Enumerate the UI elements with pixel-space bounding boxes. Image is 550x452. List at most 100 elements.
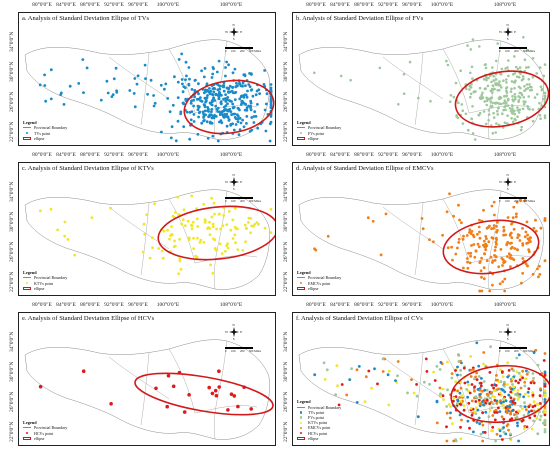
- sample-point: [435, 400, 439, 404]
- sample-point: [476, 388, 480, 391]
- sample-point: [528, 236, 532, 240]
- sample-point: [462, 266, 465, 270]
- sample-point: [452, 396, 456, 400]
- sample-point: [536, 363, 540, 367]
- sample-point: [173, 244, 177, 248]
- sample-point: [178, 259, 182, 263]
- sample-point: [522, 427, 526, 431]
- sample-point: [507, 369, 511, 372]
- sample-point: [530, 427, 534, 431]
- sample-point: [493, 213, 496, 217]
- sample-point: [467, 128, 470, 132]
- sample-point: [511, 402, 514, 406]
- provincial-boundary-line: [382, 206, 444, 250]
- sample-point: [197, 106, 201, 109]
- sample-point: [179, 267, 183, 271]
- sample-point: [460, 103, 464, 106]
- sample-point: [229, 392, 234, 396]
- sample-point: [200, 69, 204, 73]
- sample-point: [429, 99, 432, 103]
- scale-label: 100: [504, 199, 510, 203]
- sample-point: [229, 110, 233, 114]
- sample-point: [490, 204, 494, 208]
- sample-point: [363, 400, 367, 403]
- provincial-boundary-line: [168, 198, 196, 264]
- sample-point: [150, 236, 154, 239]
- sample-point: [367, 369, 371, 373]
- sample-point: [538, 394, 542, 398]
- sample-point: [250, 116, 254, 119]
- sample-point: [478, 260, 482, 263]
- sample-point: [501, 438, 504, 441]
- sample-point: [181, 90, 185, 94]
- scale-label: 0: [499, 349, 501, 353]
- sample-point: [508, 386, 512, 389]
- sample-point: [143, 232, 147, 236]
- sample-point: [206, 136, 210, 140]
- sample-point: [482, 208, 485, 212]
- sample-point: [514, 118, 517, 122]
- sample-point: [254, 93, 258, 97]
- sample-point: [533, 404, 537, 408]
- sample-point: [480, 275, 483, 279]
- map-panel-d: d. Analysis of Standard Deviation Ellips…: [292, 162, 550, 296]
- sample-point: [345, 393, 349, 397]
- sample-point: [442, 398, 445, 401]
- sample-point: [196, 236, 199, 240]
- sample-point: [184, 97, 188, 101]
- sample-point: [370, 386, 373, 390]
- sample-point: [510, 367, 514, 371]
- sample-point: [515, 200, 519, 204]
- sample-point: [542, 74, 546, 78]
- sample-point: [452, 399, 455, 403]
- sample-point: [141, 250, 145, 254]
- sample-point: [520, 93, 524, 97]
- provincial-boundary-line: [414, 202, 424, 276]
- sample-point: [498, 391, 502, 395]
- sample-point: [493, 87, 496, 91]
- sample-point: [269, 86, 273, 90]
- scale-label: 200: [239, 49, 245, 53]
- sample-point: [234, 241, 237, 245]
- sample-point: [494, 131, 497, 134]
- longitude-tick-label: 108°0'0"E: [493, 2, 517, 8]
- sample-point: [539, 85, 543, 88]
- sample-point: [500, 387, 503, 391]
- sample-point: [151, 246, 154, 249]
- sample-point: [534, 348, 538, 352]
- sample-point: [543, 410, 547, 414]
- sample-point: [543, 374, 547, 377]
- sample-point: [513, 109, 516, 113]
- map-canvas: [298, 36, 549, 141]
- sample-point: [512, 205, 516, 209]
- sample-point: [532, 351, 536, 354]
- sample-point: [194, 254, 198, 258]
- sample-point: [455, 114, 458, 117]
- sample-point: [502, 108, 505, 112]
- sample-point: [448, 416, 452, 420]
- sample-point: [535, 416, 539, 420]
- sample-point: [206, 94, 209, 97]
- sample-point: [543, 63, 547, 66]
- sample-point: [523, 85, 526, 88]
- sample-point: [516, 236, 519, 239]
- longitude-tick-label: 92°0'0"E: [104, 2, 124, 8]
- sample-point: [500, 415, 504, 419]
- standard-deviation-ellipse: [157, 205, 275, 261]
- longitude-tick-label: 108°0'0"E: [219, 152, 243, 158]
- sample-point: [192, 104, 196, 108]
- sample-point: [162, 229, 166, 233]
- sample-point: [161, 256, 165, 260]
- sample-point: [406, 391, 409, 395]
- sample-point: [114, 66, 118, 70]
- sample-point: [483, 87, 487, 91]
- sample-point: [262, 83, 266, 86]
- sample-point: [463, 381, 467, 385]
- sample-point: [461, 237, 465, 241]
- provincial-boundary-line: [168, 348, 196, 414]
- sample-point: [164, 82, 168, 86]
- sample-point: [507, 59, 510, 62]
- sample-point: [482, 380, 486, 383]
- sample-point: [503, 260, 507, 264]
- sample-point: [502, 403, 505, 407]
